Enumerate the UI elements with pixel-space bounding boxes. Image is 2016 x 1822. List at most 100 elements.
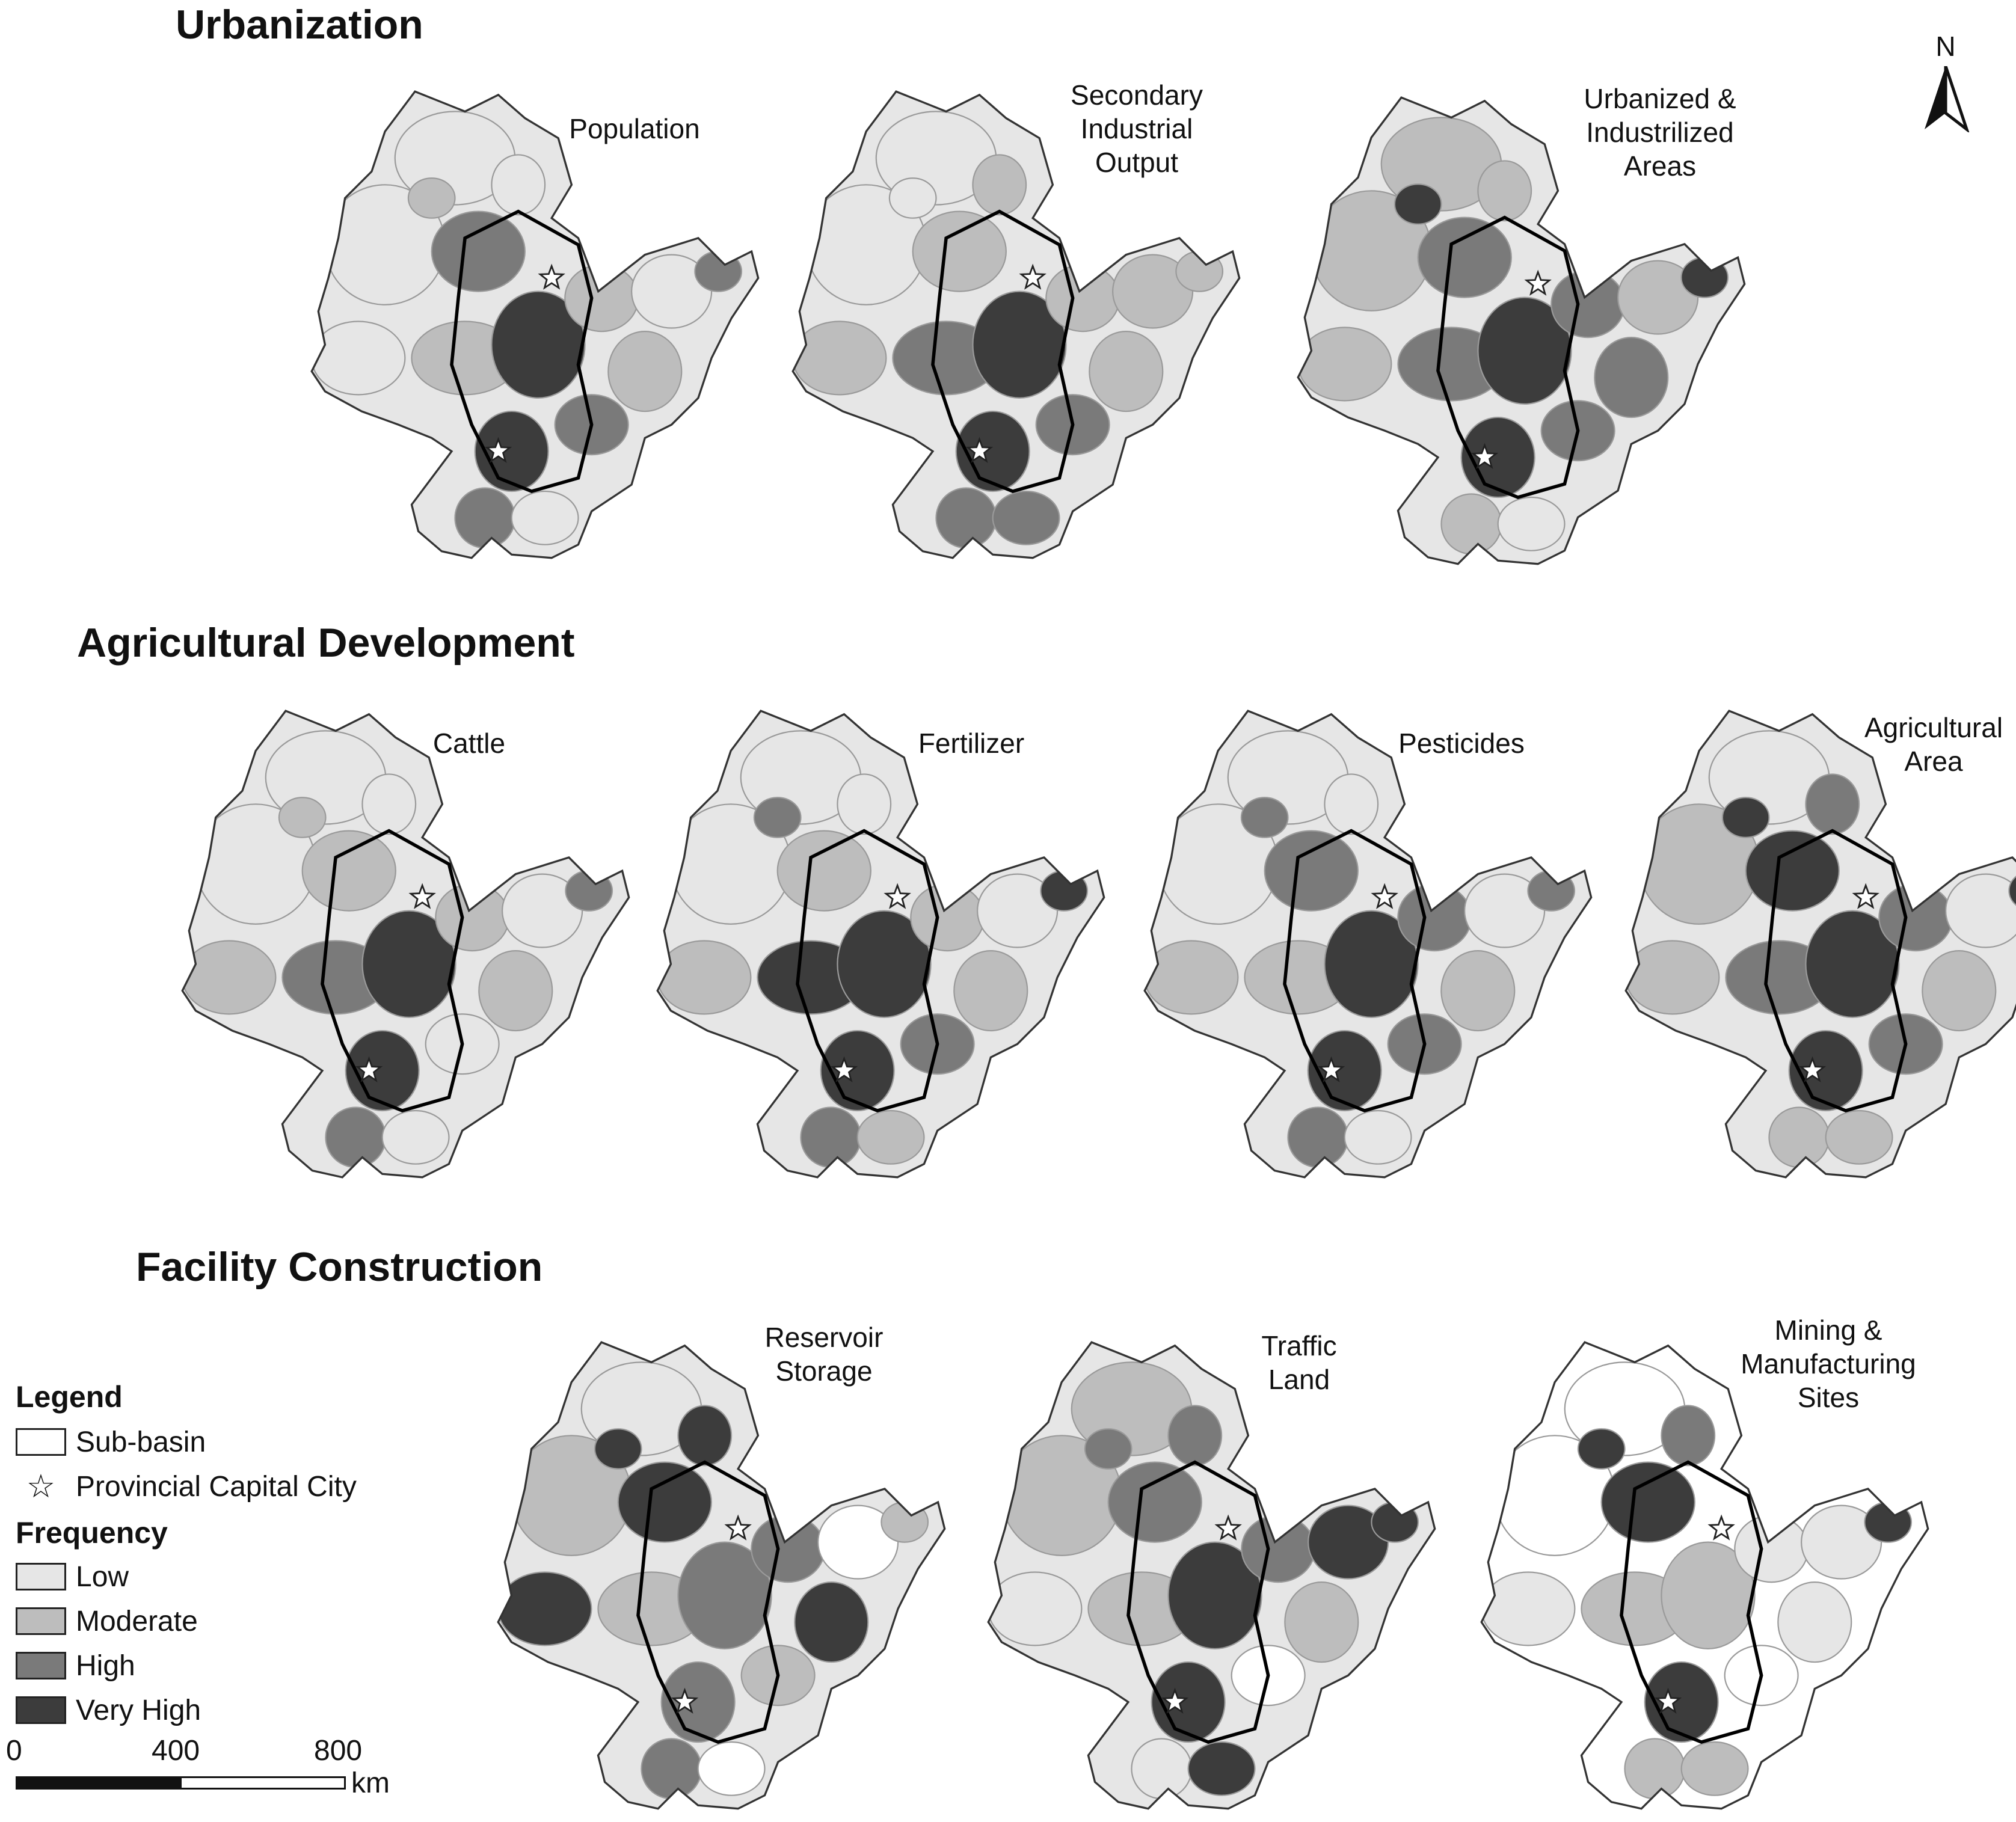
county-zone [972, 290, 1067, 399]
county-zone [407, 177, 456, 219]
legend-sub-basin: Sub-basin [16, 1424, 206, 1460]
basin-map-svg [987, 1341, 1436, 1810]
sub-basin-boundary [931, 209, 1075, 493]
map-label-fertilizer: Fertilizer [902, 726, 1040, 760]
section-title-facility-construction: Facility Construction [136, 1244, 543, 1290]
legend-class-high: High [16, 1648, 135, 1684]
county-zone [498, 1571, 592, 1646]
sub-basin-boundary [450, 209, 594, 493]
county-zone [1089, 330, 1164, 413]
capital-city-star-icon [1798, 1056, 1827, 1082]
county-zone [753, 797, 802, 838]
county-zone [1284, 1581, 1359, 1663]
county-zone [1440, 949, 1516, 1032]
map-label-line: Pesticides [1398, 728, 1525, 759]
map-label-line: Traffic [1261, 1330, 1337, 1361]
capital-city-star-icon [724, 1514, 752, 1541]
county-zone [435, 883, 510, 952]
north-arrow: N [1913, 30, 1979, 138]
map-label-line: Secondary [1071, 79, 1203, 111]
county-zone [837, 773, 892, 835]
map-label-line: Sites [1797, 1382, 1860, 1413]
map-agricultural-area [1600, 698, 2016, 1191]
capital-city-star-icon [1654, 1687, 1682, 1714]
map-label-mining-manufacturing-sites: Mining & Manufacturing Sites [1720, 1313, 1937, 1414]
capital-city-star-icon [1371, 883, 1398, 909]
map-label-line: Land [1268, 1364, 1330, 1395]
scale-bar-black-segment [16, 1776, 182, 1790]
county-zone [1734, 1515, 1809, 1583]
sub-basin-boundary [321, 829, 464, 1112]
capital-city-star-icon [1161, 1687, 1189, 1714]
north-arrow-icon [1925, 66, 1970, 132]
basin-map-svg [497, 1341, 946, 1810]
county-zone [953, 949, 1028, 1032]
section-title-agricultural-development: Agricultural Development [77, 620, 575, 666]
county-zone [1497, 496, 1566, 551]
map-reservoir-storage [472, 1329, 977, 1822]
county-zone [1680, 1741, 1749, 1796]
legend-title: Legend [16, 1380, 123, 1414]
basin-map-svg [1143, 710, 1593, 1179]
map-pesticides [1119, 698, 1624, 1191]
map-traffic-land [962, 1329, 1467, 1822]
county-zone [325, 1106, 387, 1168]
county-zone [1878, 883, 1953, 952]
capital-city-star-icon [830, 1056, 858, 1082]
capital-city-star-icon [1471, 443, 1499, 469]
county-zone [1112, 254, 1194, 329]
legend-capital: ☆ Provincial Capital City [16, 1468, 357, 1505]
county-zone [1464, 873, 1546, 948]
capital-city-star-icon [538, 263, 565, 290]
basin-outline [181, 710, 630, 1179]
county-zone [1481, 1571, 1576, 1646]
capital-city-star-icon [671, 1687, 699, 1714]
county-zone [361, 773, 417, 835]
county-zone [2008, 870, 2016, 912]
basin-map-svg [181, 710, 630, 1179]
county-zone [1344, 1109, 1412, 1165]
county-zone [776, 830, 871, 912]
sub-basin-boundary [1436, 215, 1580, 499]
county-zone [1922, 949, 1997, 1032]
county-zone [617, 1461, 712, 1543]
map-label-line: Population [569, 113, 700, 144]
map-label-line: Fertilizer [918, 728, 1025, 759]
capital-city-star-icon [884, 883, 911, 909]
capital-city-star-icon [1707, 1514, 1735, 1541]
capital-city-star-icon [484, 437, 512, 463]
map-cattle [156, 698, 662, 1191]
county-zone [1264, 830, 1359, 912]
capital-city-star-icon [1524, 269, 1552, 296]
county-zone [511, 490, 579, 545]
sub-basin-boundary [796, 829, 939, 1112]
county-zone [1805, 773, 1860, 835]
capital-city-star-icon [1852, 883, 1879, 909]
county-zone [837, 910, 932, 1018]
county-zone [1131, 1738, 1193, 1800]
map-label-pesticides: Pesticides [1383, 726, 1540, 760]
capital-city-star-icon [1214, 1514, 1242, 1541]
map-fertilizer [632, 698, 1137, 1191]
county-zone [1600, 1461, 1695, 1543]
county-zone [278, 797, 327, 838]
capital-city-star-icon [1317, 1056, 1345, 1082]
county-zone [454, 487, 516, 549]
north-letter: N [1935, 31, 1956, 62]
county-zone [478, 949, 553, 1032]
legend-sub-basin-label: Sub-basin [76, 1426, 206, 1458]
basin-outline [1297, 96, 1746, 565]
county-zone [1167, 1541, 1262, 1649]
county-zone [502, 873, 583, 948]
basin-outline [1480, 1341, 1929, 1810]
basin-map-svg [1297, 96, 1746, 565]
map-label-line: Area [1904, 746, 1963, 777]
county-zone [817, 1505, 899, 1580]
sub-basin-boundary [1764, 829, 1908, 1112]
map-label-line: Areas [1623, 150, 1697, 182]
county-zone [381, 1109, 450, 1165]
basin-map-svg [791, 90, 1241, 559]
county-zone [1768, 1106, 1830, 1168]
map-label-line: Output [1095, 147, 1179, 178]
county-zone [992, 490, 1060, 545]
